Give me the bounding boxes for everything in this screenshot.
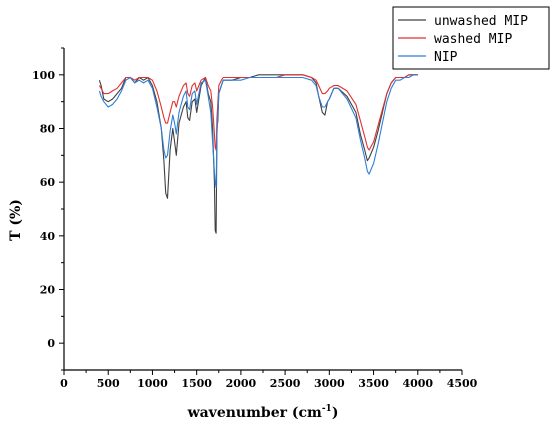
- y-tick-label: 40: [40, 230, 56, 243]
- y-tick-label: 20: [40, 284, 56, 297]
- x-tick-label: 1500: [181, 377, 212, 390]
- legend: unwashed MIP washed MIP NIP: [392, 6, 550, 70]
- x-tick-label: 0: [60, 377, 68, 390]
- x-tick-label: 4500: [447, 377, 478, 390]
- x-tick-label: 1000: [137, 377, 168, 390]
- y-tick-label: 100: [32, 69, 55, 82]
- y-tick-label: 0: [47, 337, 55, 350]
- x-axis-label: wavenumber (cm-1): [187, 404, 339, 421]
- legend-label: washed MIP: [434, 32, 512, 47]
- series-line: [98, 74, 418, 151]
- x-tick-label: 3500: [358, 377, 389, 390]
- y-tick-label: 80: [40, 123, 56, 136]
- x-tick-label: 3000: [314, 377, 345, 390]
- plot-lines: [98, 74, 418, 234]
- y-axis-label: T (%): [8, 199, 24, 241]
- x-tick-label: 2000: [226, 377, 257, 390]
- x-tick-label: 4000: [402, 377, 433, 390]
- series-line: [98, 74, 418, 234]
- series-line: [98, 74, 418, 189]
- x-tick-label: 500: [97, 377, 120, 390]
- y-tick-label: 60: [40, 176, 56, 189]
- axes: [63, 48, 462, 371]
- legend-label: NIP: [434, 50, 458, 65]
- legend-label: unwashed MIP: [434, 14, 528, 29]
- x-tick-label: 2500: [270, 377, 301, 390]
- ticks: 0 500 1000 1500 2000 2500 3000 3500 4000 4500 0 20 4…: [32, 47, 478, 390]
